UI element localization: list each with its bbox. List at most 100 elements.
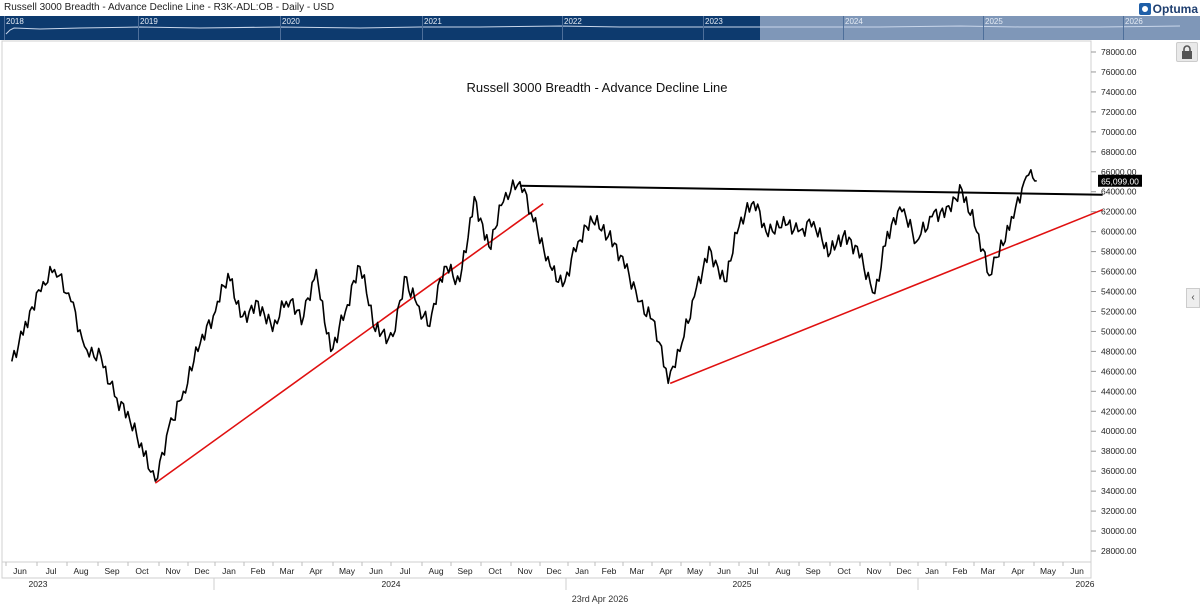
x-month-label: Aug — [428, 566, 443, 576]
x-month-label: Nov — [866, 566, 882, 576]
navigator-year-label: 2020 — [282, 17, 300, 26]
x-month-label: Mar — [630, 566, 645, 576]
y-tick-label: 50000.00 — [1101, 326, 1137, 336]
lock-icon[interactable] — [1176, 42, 1198, 62]
chevron-left-icon[interactable]: ‹ — [1186, 288, 1200, 308]
navigator-tick — [983, 16, 984, 40]
x-month-label: Jul — [748, 566, 759, 576]
navigator-year-label: 2023 — [705, 17, 723, 26]
y-tick-label: 52000.00 — [1101, 306, 1137, 316]
x-month-label: Apr — [1011, 566, 1024, 576]
x-month-label: Dec — [546, 566, 562, 576]
x-month-label: Jun — [13, 566, 27, 576]
navigator-tick — [422, 16, 423, 40]
x-month-label: Sep — [805, 566, 820, 576]
navigator-tick — [703, 16, 704, 40]
title-bar: Russell 3000 Breadth - Advance Decline L… — [0, 0, 1200, 16]
y-tick-label: 42000.00 — [1101, 406, 1137, 416]
y-tick-label: 36000.00 — [1101, 466, 1137, 476]
trendline — [669, 208, 1103, 385]
x-month-label: Mar — [280, 566, 295, 576]
navigator-year-label: 2026 — [1125, 17, 1143, 26]
navigator-range-window[interactable] — [760, 16, 1200, 40]
window-title: Russell 3000 Breadth - Advance Decline L… — [4, 2, 335, 13]
navigator-year-label: 2025 — [985, 17, 1003, 26]
trendline — [519, 184, 1103, 196]
x-month-label: Jul — [400, 566, 411, 576]
ad-line-series[interactable] — [11, 169, 1037, 482]
y-tick-label: 78000.00 — [1101, 47, 1137, 57]
x-month-label: Feb — [251, 566, 266, 576]
x-year-label: 2026 — [1076, 579, 1095, 589]
current-date: 23rd Apr 2026 — [571, 594, 629, 604]
chart-title: Russell 3000 Breadth - Advance Decline L… — [467, 80, 728, 95]
y-tick-label: 58000.00 — [1101, 247, 1137, 257]
last-value-label: 65,099.00 — [1101, 176, 1139, 186]
y-tick-label: 72000.00 — [1101, 107, 1137, 117]
y-tick-label: 66000.00 — [1101, 167, 1137, 177]
x-month-label: Jul — [46, 566, 57, 576]
x-month-label: Mar — [981, 566, 996, 576]
x-month-label: Aug — [73, 566, 88, 576]
x-month-label: Jan — [575, 566, 589, 576]
y-tick-label: 34000.00 — [1101, 486, 1137, 496]
y-tick-label: 32000.00 — [1101, 506, 1137, 516]
x-month-label: Jun — [369, 566, 383, 576]
x-year-label: 2024 — [382, 579, 401, 589]
navigator-year-label: 2019 — [140, 17, 158, 26]
y-tick-label: 64000.00 — [1101, 187, 1137, 197]
x-month-label: Oct — [135, 566, 149, 576]
x-month-label: May — [1040, 566, 1057, 576]
x-month-label: Oct — [488, 566, 502, 576]
x-month-label: Jan — [222, 566, 236, 576]
y-tick-label: 54000.00 — [1101, 287, 1137, 297]
navigator-year-label: 2024 — [845, 17, 863, 26]
y-tick-label: 62000.00 — [1101, 207, 1137, 217]
x-month-label: Aug — [775, 566, 790, 576]
y-tick-label: 70000.00 — [1101, 127, 1137, 137]
navigator-tick — [280, 16, 281, 40]
x-month-label: Apr — [309, 566, 322, 576]
trendline — [154, 203, 544, 484]
y-tick-label: 28000.00 — [1101, 546, 1137, 556]
timeline-navigator[interactable]: 2018 2019 2020 2021 2022 2023 2024 2025 2026 — [0, 16, 1200, 40]
navigator-year-label: 2022 — [564, 17, 582, 26]
x-month-label: Feb — [953, 566, 968, 576]
x-month-label: Dec — [194, 566, 210, 576]
y-tick-label: 56000.00 — [1101, 267, 1137, 277]
last-value-box — [1098, 174, 1142, 187]
x-month-label: Jun — [717, 566, 731, 576]
x-month-label: Feb — [602, 566, 617, 576]
price-chart[interactable]: Russell 3000 Breadth - Advance Decline L… — [0, 40, 1200, 613]
navigator-tick — [4, 16, 5, 40]
navigator-year-label: 2021 — [424, 17, 442, 26]
x-month-label: Nov — [517, 566, 533, 576]
y-tick-label: 74000.00 — [1101, 87, 1137, 97]
plot-frame — [1, 40, 1092, 579]
x-month-label: Apr — [659, 566, 672, 576]
x-month-label: Sep — [104, 566, 119, 576]
y-tick-label: 76000.00 — [1101, 67, 1137, 77]
y-tick-label: 40000.00 — [1101, 426, 1137, 436]
x-month-label: Nov — [165, 566, 181, 576]
x-month-label: Jan — [925, 566, 939, 576]
navigator-tick — [843, 16, 844, 40]
navigator-tick — [1123, 16, 1124, 40]
x-month-label: May — [339, 566, 356, 576]
y-tick-label: 68000.00 — [1101, 147, 1137, 157]
x-month-label: Jun — [1070, 566, 1084, 576]
navigator-tick — [138, 16, 139, 40]
navigator-tick — [562, 16, 563, 40]
x-month-label: Oct — [837, 566, 851, 576]
y-tick-label: 60000.00 — [1101, 227, 1137, 237]
y-tick-label: 44000.00 — [1101, 386, 1137, 396]
navigator-sparkline — [5, 25, 1181, 35]
y-tick-label: 46000.00 — [1101, 366, 1137, 376]
navigator-year-label: 2018 — [6, 17, 24, 26]
x-month-label: Sep — [457, 566, 472, 576]
y-tick-label: 48000.00 — [1101, 346, 1137, 356]
y-tick-label: 30000.00 — [1101, 526, 1137, 536]
logo-icon — [1138, 3, 1151, 15]
y-tick-label: 38000.00 — [1101, 446, 1137, 456]
x-year-label: 2023 — [29, 579, 48, 589]
